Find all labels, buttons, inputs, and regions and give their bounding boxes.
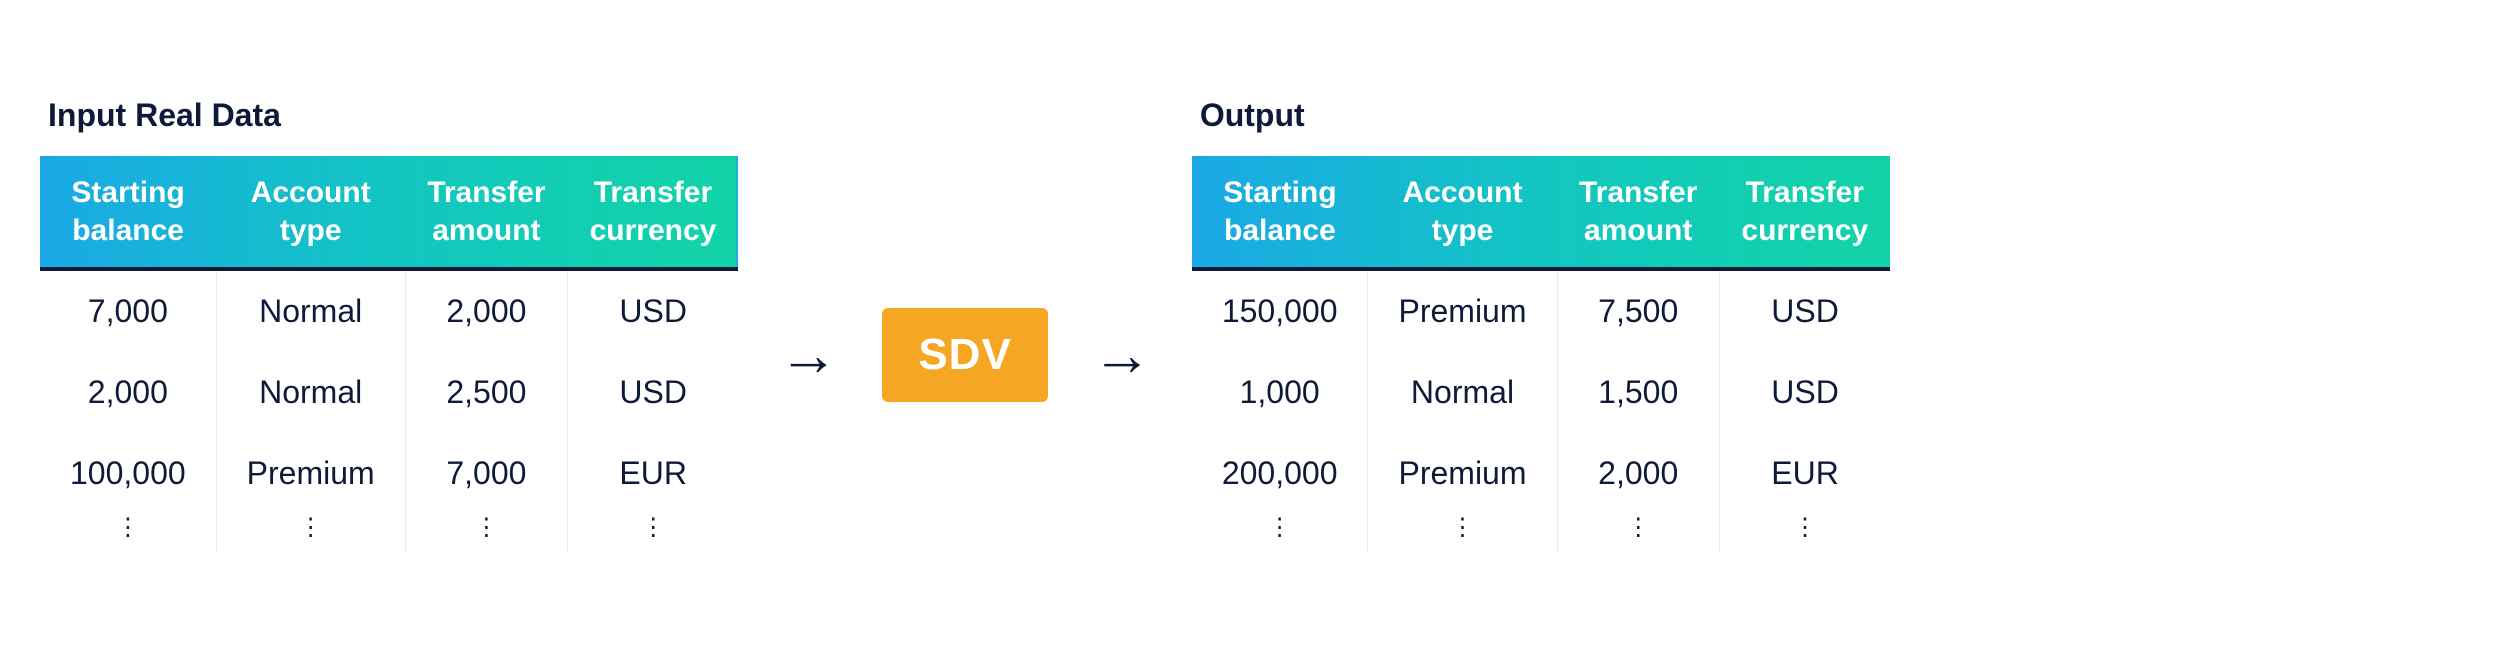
table-cell: Normal [216, 352, 405, 433]
ellipsis-cell: ⋮ [1368, 514, 1557, 552]
input-panel: Input Real Data Starting balanceAccount … [40, 97, 738, 552]
table-cell: 1,500 [1557, 352, 1719, 433]
table-row: 1,000Normal1,500USD [1192, 352, 1890, 433]
ellipsis-cell: ⋮ [1557, 514, 1719, 552]
ellipsis-row: ⋮⋮⋮⋮ [1192, 514, 1890, 552]
ellipsis-cell: ⋮ [405, 514, 567, 552]
table-row: 7,000Normal2,000USD [40, 269, 738, 352]
table-cell: Premium [1368, 269, 1557, 352]
table-cell: 150,000 [1192, 269, 1368, 352]
table-cell: USD [568, 352, 739, 433]
column-header: Account type [216, 156, 405, 269]
table-cell: Premium [1368, 433, 1557, 514]
column-header: Transfer currency [568, 156, 739, 269]
table-cell: Normal [1368, 352, 1557, 433]
column-header: Account type [1368, 156, 1557, 269]
table-cell: 2,500 [405, 352, 567, 433]
table-row: 150,000Premium7,500USD [1192, 269, 1890, 352]
table-cell: USD [568, 269, 739, 352]
table-cell: 2,000 [1557, 433, 1719, 514]
table-cell: Premium [216, 433, 405, 514]
table-row: 200,000Premium2,000EUR [1192, 433, 1890, 514]
ellipsis-cell: ⋮ [40, 514, 216, 552]
sdv-badge: SDV [882, 308, 1047, 402]
input-table: Starting balanceAccount typeTransfer amo… [40, 156, 738, 552]
table-cell: 7,000 [405, 433, 567, 514]
table-cell: 7,000 [40, 269, 216, 352]
table-cell: 100,000 [40, 433, 216, 514]
column-header: Transfer amount [405, 156, 567, 269]
ellipsis-cell: ⋮ [1719, 514, 1890, 552]
ellipsis-cell: ⋮ [568, 514, 739, 552]
table-cell: 2,000 [405, 269, 567, 352]
column-header: Transfer amount [1557, 156, 1719, 269]
input-title: Input Real Data [40, 97, 738, 134]
ellipsis-row: ⋮⋮⋮⋮ [40, 514, 738, 552]
table-row: 100,000Premium7,000EUR [40, 433, 738, 514]
table-cell: USD [1719, 269, 1890, 352]
column-header: Starting balance [1192, 156, 1368, 269]
table-row: 2,000Normal2,500USD [40, 352, 738, 433]
table-cell: EUR [1719, 433, 1890, 514]
table-cell: 1,000 [1192, 352, 1368, 433]
table-cell: 2,000 [40, 352, 216, 433]
table-cell: Normal [216, 269, 405, 352]
output-table: Starting balanceAccount typeTransfer amo… [1192, 156, 1890, 552]
flow-middle: → SDV → [778, 248, 1151, 402]
output-title: Output [1192, 97, 1890, 134]
table-cell: EUR [568, 433, 739, 514]
ellipsis-cell: ⋮ [216, 514, 405, 552]
ellipsis-cell: ⋮ [1192, 514, 1368, 552]
column-header: Starting balance [40, 156, 216, 269]
column-header: Transfer currency [1719, 156, 1890, 269]
output-panel: Output Starting balanceAccount typeTrans… [1192, 97, 1890, 552]
table-cell: 7,500 [1557, 269, 1719, 352]
table-cell: USD [1719, 352, 1890, 433]
table-cell: 200,000 [1192, 433, 1368, 514]
arrow-left-icon: → [778, 260, 838, 389]
arrow-right-icon: → [1092, 260, 1152, 389]
